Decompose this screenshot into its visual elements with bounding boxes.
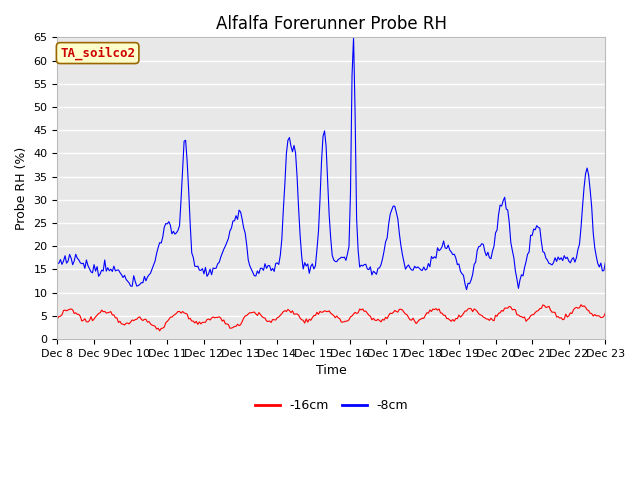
-8cm xyxy=(463,287,470,292)
-8cm xyxy=(54,261,61,266)
Y-axis label: Probe RH (%): Probe RH (%) xyxy=(15,146,28,230)
-8cm xyxy=(121,273,129,278)
-16cm xyxy=(156,328,164,334)
-8cm xyxy=(236,207,243,213)
Line: -16cm: -16cm xyxy=(58,305,605,331)
-8cm xyxy=(293,174,301,180)
-16cm xyxy=(295,312,303,318)
-16cm xyxy=(573,304,580,310)
-8cm xyxy=(349,35,357,40)
Title: Alfalfa Forerunner Probe RH: Alfalfa Forerunner Probe RH xyxy=(216,15,447,33)
-8cm xyxy=(244,257,252,263)
-16cm xyxy=(246,310,253,315)
-8cm xyxy=(602,259,609,265)
-16cm xyxy=(602,310,609,316)
-16cm xyxy=(218,318,226,324)
-16cm xyxy=(577,302,585,308)
Text: TA_soilco2: TA_soilco2 xyxy=(60,47,135,60)
Legend: -16cm, -8cm: -16cm, -8cm xyxy=(250,394,413,417)
X-axis label: Time: Time xyxy=(316,364,347,377)
-16cm xyxy=(121,322,129,328)
-16cm xyxy=(54,316,61,322)
-8cm xyxy=(217,254,225,260)
-8cm xyxy=(574,246,582,252)
Line: -8cm: -8cm xyxy=(58,37,605,289)
-16cm xyxy=(237,322,244,327)
